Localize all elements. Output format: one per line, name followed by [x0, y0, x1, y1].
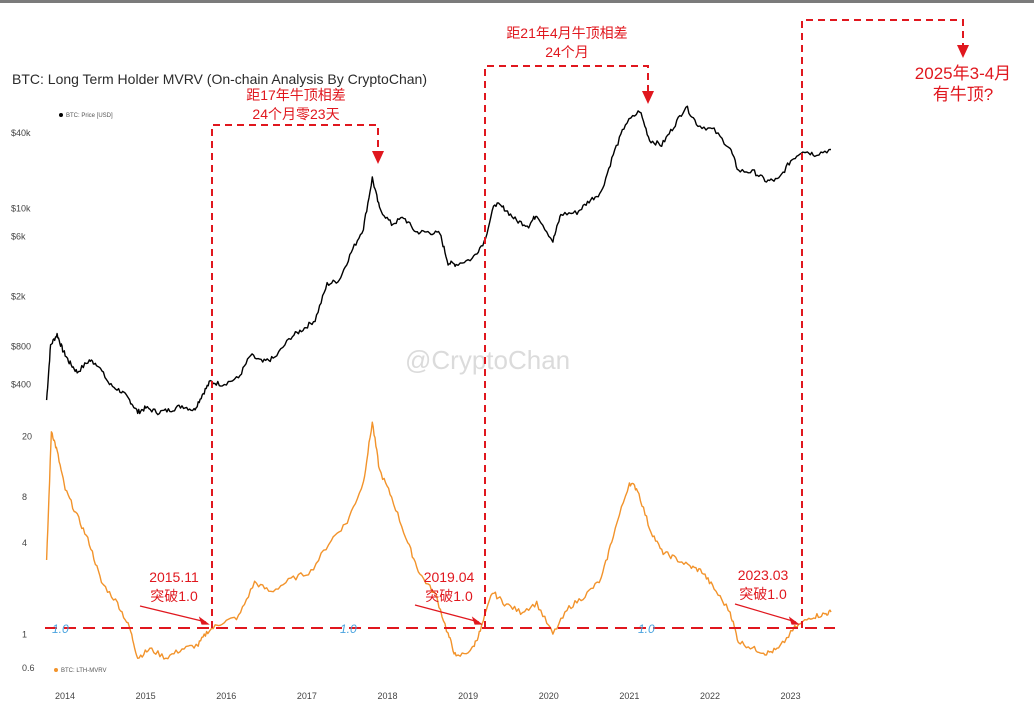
bracket-2017	[211, 124, 379, 628]
x-tick-2019: 2019	[458, 691, 478, 701]
x-tick-2020: 2020	[539, 691, 559, 701]
ref-label-3: 1.0	[638, 622, 655, 636]
anno-2017-line2: 24个月零23天	[252, 106, 339, 122]
x-tick-2015: 2015	[136, 691, 156, 701]
annotation-arrowheads	[372, 45, 969, 164]
mvrv-tick-4: 0.6	[22, 663, 35, 673]
pointer-2023	[734, 603, 797, 623]
anno-2015-line2: 突破1.0	[150, 588, 198, 604]
arrowhead-2025	[957, 45, 969, 58]
pointer-head-2015	[198, 616, 210, 625]
x-tick-2018: 2018	[377, 691, 397, 701]
anno-2021-line2: 24个月	[545, 44, 589, 60]
mvrv-legend-dot	[54, 668, 58, 672]
pointer-2015	[139, 605, 207, 623]
mvrv-legend-label: BTC: LTH-MVRV	[61, 668, 106, 674]
arrowhead-2017	[372, 151, 384, 164]
ref-label-2: 1.0	[340, 622, 357, 636]
price-y-axis: $40k $10k $6k $2k $800 $400	[11, 128, 31, 389]
mvrv-y-axis: 20 8 4 1 0.6	[22, 432, 35, 673]
callout-pointers	[139, 603, 800, 625]
anno-2017-line1: 距17年牛顶相差	[246, 87, 346, 103]
price-tick-5: $400	[11, 379, 31, 389]
pointer-head-2019	[471, 616, 483, 625]
ref-label-1: 1.0	[52, 622, 69, 636]
price-series	[45, 105, 832, 416]
x-tick-2023: 2023	[781, 691, 801, 701]
price-tick-2: $6k	[11, 231, 26, 241]
anno-2025-line2: 有牛顶?	[933, 85, 993, 104]
bracket-2025	[801, 19, 964, 628]
watermark: @CryptoChan	[405, 345, 570, 375]
bracket-2021	[484, 65, 649, 628]
x-tick-2022: 2022	[700, 691, 720, 701]
price-tick-1: $10k	[11, 204, 31, 214]
price-legend-label: BTC: Price [USD]	[66, 113, 113, 119]
mvrv-series	[45, 421, 832, 660]
mvrv-tick-2: 4	[22, 538, 27, 548]
x-tick-2021: 2021	[619, 691, 639, 701]
anno-2023-line2: 突破1.0	[739, 586, 787, 602]
price-tick-3: $2k	[11, 291, 26, 301]
anno-2019-line2: 突破1.0	[425, 588, 473, 604]
chart-title: BTC: Long Term Holder MVRV (On-chain Ana…	[12, 71, 427, 87]
mvrv-legend: BTC: LTH-MVRV	[54, 668, 106, 674]
price-line	[45, 105, 832, 416]
anno-2025-line1: 2025年3-4月	[915, 64, 1011, 83]
anno-2023-line1: 2023.03	[738, 567, 789, 583]
top-border	[0, 0, 1034, 3]
arrowhead-2021	[642, 91, 654, 104]
price-legend-dot	[59, 113, 63, 117]
pointer-head-2023	[788, 616, 800, 625]
anno-2015-line1: 2015.11	[149, 569, 199, 585]
mvrv-line	[45, 421, 832, 660]
anno-2021-line1: 距21年4月牛顶相差	[506, 25, 627, 41]
price-legend: BTC: Price [USD]	[59, 113, 113, 119]
mvrv-tick-0: 20	[22, 432, 32, 442]
x-tick-2017: 2017	[297, 691, 317, 701]
x-tick-2014: 2014	[55, 691, 75, 701]
pointer-2019	[414, 604, 480, 623]
annotation-lines	[211, 19, 964, 628]
price-tick-4: $800	[11, 341, 31, 351]
anno-2019-line1: 2019.04	[424, 569, 475, 585]
mvrv-tick-1: 8	[22, 492, 27, 502]
x-tick-2016: 2016	[216, 691, 236, 701]
price-tick-0: $40k	[11, 128, 31, 138]
x-axis: 2014 2015 2016 2017 2018 2019 2020 2021 2022 2023	[55, 691, 801, 701]
mvrv-tick-3: 1	[22, 629, 27, 639]
